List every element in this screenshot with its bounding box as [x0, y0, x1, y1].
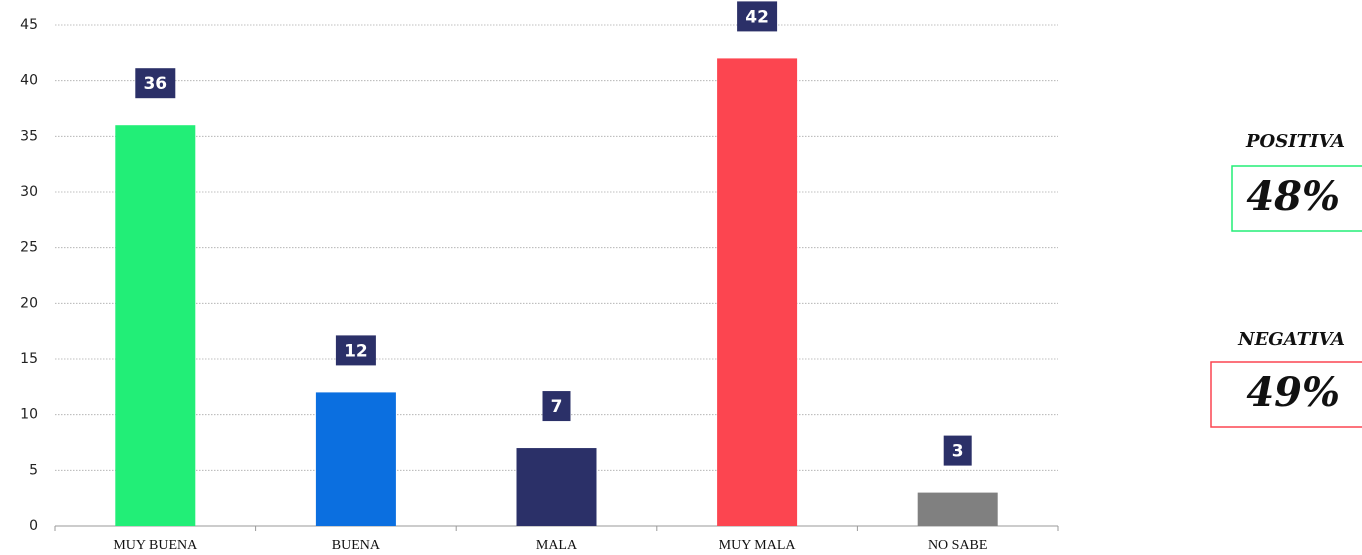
y-tick-label: 30: [20, 184, 38, 200]
value-label-box: [943, 435, 972, 466]
y-tick-label: 25: [20, 240, 38, 256]
summary-label: NEGATIVA: [1237, 329, 1345, 350]
summary-box: [1231, 165, 1362, 232]
bar: [917, 492, 998, 526]
value-label: 42: [745, 7, 769, 27]
summary-label: POSITIVA: [1245, 131, 1345, 152]
y-tick-label: 15: [20, 351, 38, 367]
y-tick-label: 45: [20, 17, 38, 33]
y-tick-label: 5: [29, 462, 38, 478]
bar: [315, 392, 396, 526]
y-tick-label: 10: [20, 407, 38, 423]
value-label-box: [335, 335, 376, 366]
value-label: 3: [952, 442, 964, 462]
x-tick-label: NO SABE: [928, 538, 988, 553]
summary-value: 48%: [1246, 173, 1340, 220]
y-tick-label: 20: [20, 295, 38, 311]
y-tick-label: 0: [29, 518, 38, 534]
summary-value: 49%: [1246, 369, 1340, 416]
y-tick-label: 40: [20, 73, 38, 89]
value-label-box: [542, 391, 571, 422]
value-label-box: [737, 1, 778, 32]
y-tick-label: 35: [20, 128, 38, 144]
x-tick-label: MALA: [536, 538, 578, 553]
summary-box: [1210, 361, 1362, 428]
bar: [516, 448, 597, 526]
value-label-box: [135, 68, 176, 99]
value-label: 12: [344, 341, 368, 361]
bar: [717, 58, 798, 527]
value-label: 7: [551, 397, 563, 417]
x-tick-label: BUENA: [332, 538, 381, 553]
x-tick-label: MUY MALA: [719, 538, 797, 553]
bar: [115, 125, 196, 526]
value-label: 36: [143, 74, 167, 94]
x-tick-label: MUY BUENA: [113, 538, 198, 553]
